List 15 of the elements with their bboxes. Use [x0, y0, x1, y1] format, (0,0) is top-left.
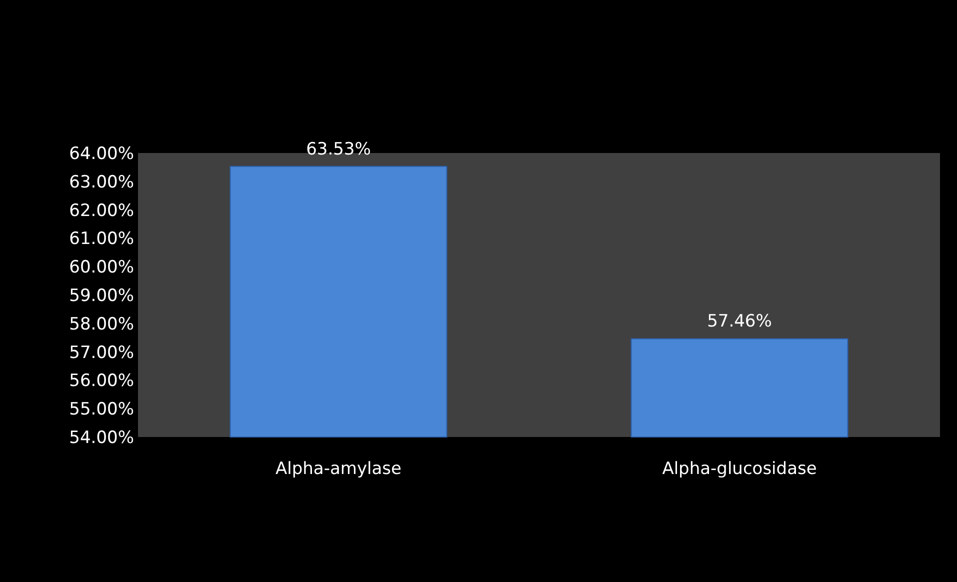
- y-tick-label: 64.00%: [69, 144, 134, 164]
- y-tick-label: 61.00%: [69, 229, 134, 250]
- data-label: 57.46%: [707, 312, 772, 332]
- data-label: 63.53%: [306, 139, 371, 160]
- y-tick-label: 54.00%: [69, 428, 134, 448]
- y-tick-label: 56.00%: [69, 371, 134, 392]
- y-tick-label: 59.00%: [69, 286, 134, 306]
- y-tick-label: 63.00%: [69, 172, 134, 192]
- x-tick-label: Alpha-amylase: [276, 459, 402, 479]
- y-tick-label: 55.00%: [69, 400, 134, 420]
- y-tick-label: 58.00%: [69, 314, 134, 334]
- y-tick-label: 62.00%: [69, 200, 134, 221]
- y-tick-label: 60.00%: [69, 258, 134, 278]
- x-tick-label: Alpha-glucosidase: [662, 459, 817, 479]
- y-tick-label: 57.00%: [69, 342, 134, 363]
